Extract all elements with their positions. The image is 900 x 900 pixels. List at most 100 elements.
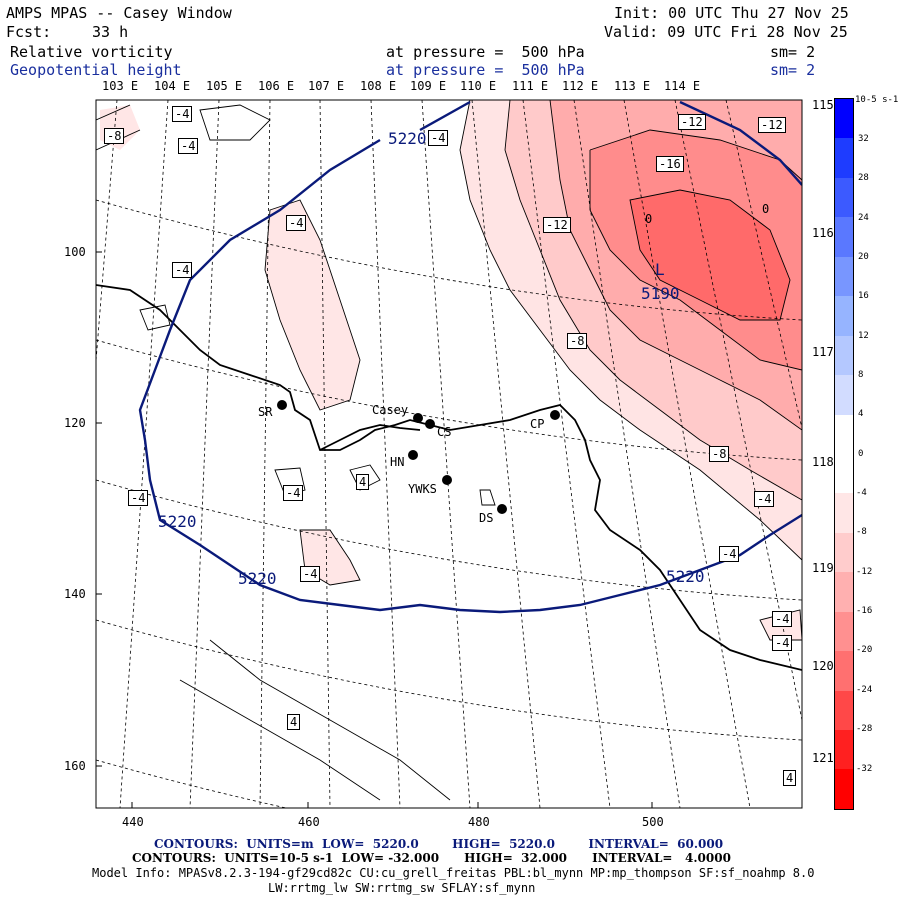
vort-label: -4	[128, 490, 149, 506]
forecast-label: Fcst:	[6, 23, 52, 41]
colorbar-tick: 20	[858, 252, 869, 262]
height-label: 5220	[238, 569, 277, 588]
field2-smoothing: sm= 2	[770, 61, 816, 79]
colorbar-segment	[835, 651, 853, 691]
valid-time: Valid: 09 UTC Fri 28 Nov 25	[604, 23, 848, 41]
vort-label: -4	[283, 485, 304, 501]
colorbar-segment	[835, 217, 853, 257]
colorbar-tick: -24	[856, 685, 873, 695]
colorbar-tick: 12	[858, 331, 869, 341]
station-label-hn: HN	[390, 455, 405, 469]
station-label-ywks: YWKS	[408, 482, 437, 496]
y-axis-label: 120	[64, 416, 86, 430]
colorbar-segment	[835, 769, 853, 809]
colorbar	[834, 98, 854, 810]
colorbar-segment	[835, 453, 853, 494]
vort-label: -4	[772, 611, 793, 627]
vort-label: -4	[172, 262, 193, 278]
colorbar-tick: -28	[856, 724, 873, 734]
colorbar-segment	[835, 375, 853, 415]
colorbar-segment	[835, 99, 853, 139]
height-label: 5220	[388, 129, 427, 148]
vort-label: -8	[567, 333, 588, 349]
low-center-value: 5190	[641, 284, 680, 303]
station-label-sr: SR	[258, 405, 273, 419]
colorbar-segment	[835, 730, 853, 770]
vorticity-shade-20	[630, 190, 790, 320]
colorbar-segment	[835, 256, 853, 297]
colorbar-tick: 28	[858, 173, 869, 183]
colorbar-segment	[835, 611, 853, 652]
colorbar-tick: 8	[858, 370, 864, 380]
lon-label: 113 E	[614, 79, 651, 93]
colorbar-segment	[835, 690, 853, 730]
low-marker: L	[655, 260, 665, 279]
colorbar-segment	[835, 177, 853, 218]
colorbar-tick: -16	[856, 606, 873, 616]
plot-title: AMPS MPAS -- Casey Window	[6, 4, 232, 22]
x-axis-label: 500	[642, 815, 664, 829]
vort-label: -4	[172, 106, 193, 122]
colorbar-unit: 10-5 s-1	[855, 95, 899, 105]
colorbar-tick: 24	[858, 213, 869, 223]
lon-label: 103 E	[102, 79, 139, 93]
field1-name: Relative vorticity	[10, 43, 173, 61]
y-axis-label: 100	[64, 245, 86, 259]
lon-label: 109 E	[410, 79, 447, 93]
vort-label: -8	[709, 446, 730, 462]
field1-smoothing: sm= 2	[770, 43, 816, 61]
vorticity-shade-neg-mid	[265, 200, 360, 410]
vort-label: 4	[287, 714, 301, 730]
vort-label: -4	[772, 635, 793, 651]
vort-label: 0	[645, 212, 653, 226]
forecast-hour: 33 h	[92, 23, 129, 41]
colorbar-tick: 16	[858, 291, 869, 301]
station-label-cp: CP	[530, 417, 545, 431]
height-contour-info: CONTOURS: UNITS=m LOW= 5220.0 HIGH= 5220…	[154, 837, 724, 851]
colorbar-segment	[835, 532, 853, 573]
lon-label: 107 E	[308, 79, 345, 93]
vort-label: -4	[754, 491, 775, 507]
model-info: Model Info: MPASv8.2.3-194-gf29cd82c CU:…	[92, 866, 815, 880]
vorticity-contour-info: CONTOURS: UNITS=10-5 s-1 LOW= -32.000 HI…	[132, 851, 731, 865]
height-label: 5220	[666, 567, 705, 586]
init-time: Init: 00 UTC Thu 27 Nov 25	[614, 4, 849, 22]
lon-label: 110 E	[460, 79, 497, 93]
lon-label: 105 E	[206, 79, 243, 93]
vort-label: -4	[719, 546, 740, 562]
lon-label: 106 E	[258, 79, 295, 93]
field1-level: at pressure = 500 hPa	[386, 43, 585, 61]
height-contour-5220	[138, 138, 802, 614]
x-axis-label: 460	[298, 815, 320, 829]
colorbar-segment	[835, 493, 853, 533]
x-axis-label: 440	[122, 815, 144, 829]
colorbar-segment	[835, 572, 853, 612]
lon-label: 114 E	[664, 79, 701, 93]
vort-label: -12	[758, 117, 786, 133]
lon-label: 112 E	[562, 79, 599, 93]
height-contour-5220-ne	[679, 100, 802, 186]
y-axis-label: 140	[64, 587, 86, 601]
colorbar-tick: -8	[856, 527, 867, 537]
vort-label: -4	[428, 130, 449, 146]
vort-label: 4	[783, 770, 797, 786]
lon-label: 108 E	[360, 79, 397, 93]
colorbar-tick: -12	[856, 567, 873, 577]
field2-name: Geopotential height	[10, 61, 182, 79]
vort-label: -4	[300, 566, 321, 582]
vort-label: -8	[104, 128, 125, 144]
colorbar-segment	[835, 335, 853, 376]
x-axis-label: 480	[468, 815, 490, 829]
colorbar-tick: -4	[856, 488, 867, 498]
vort-label: 4	[356, 474, 370, 490]
colorbar-segment	[835, 414, 853, 454]
colorbar-segment	[835, 296, 853, 336]
station-label-cs: CS	[437, 425, 452, 439]
colorbar-tick: 32	[858, 134, 869, 144]
colorbar-tick: 4	[858, 409, 864, 419]
station-label-ds: DS	[479, 511, 494, 525]
lon-label: 104 E	[154, 79, 191, 93]
model-info-physics: LW:rrtmg_lw SW:rrtmg_sw SFLAY:sf_mynn	[268, 881, 536, 895]
colorbar-tick: -32	[856, 764, 873, 774]
